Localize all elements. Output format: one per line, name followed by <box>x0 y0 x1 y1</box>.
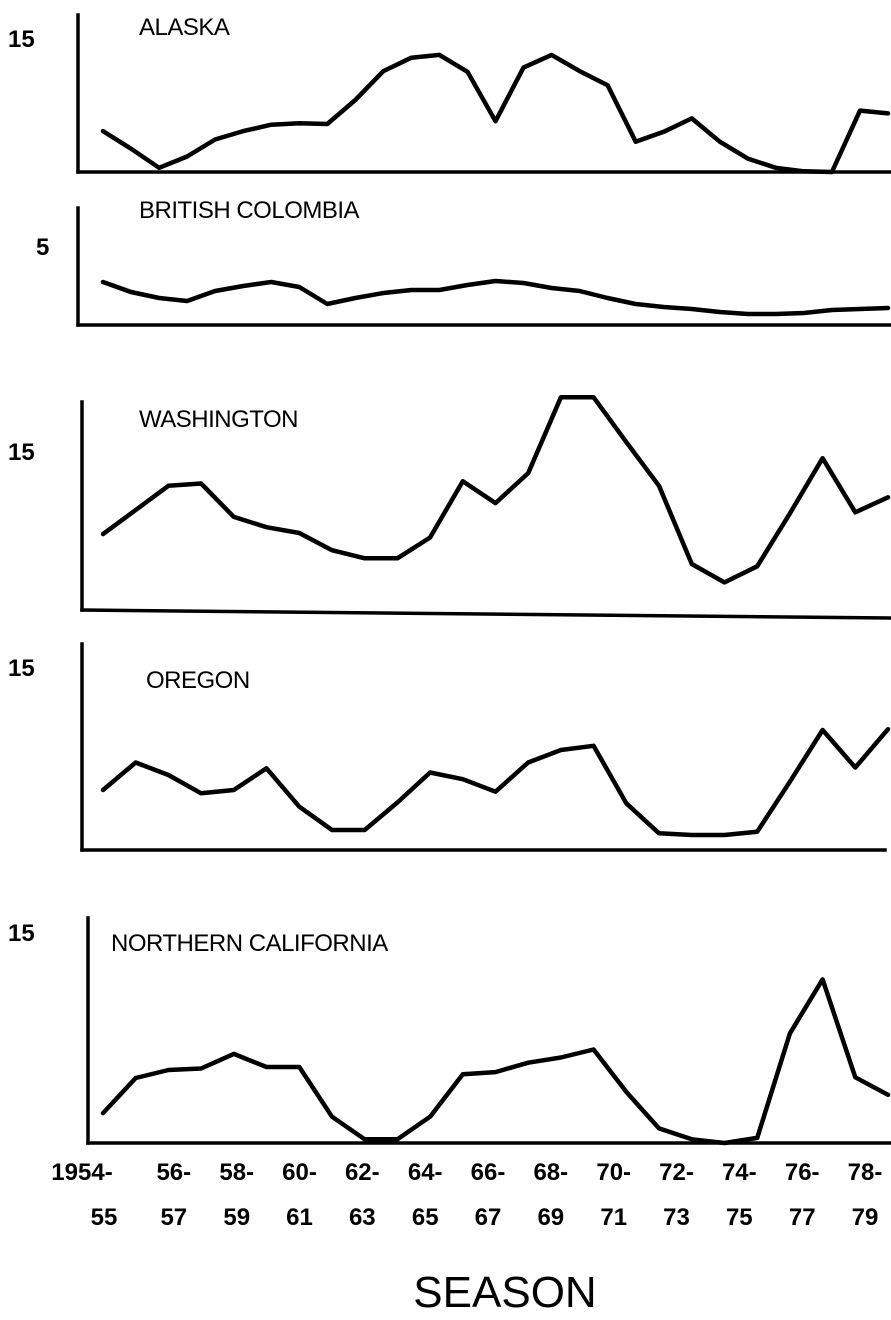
x-tick-label-bottom: 69 <box>537 1204 564 1231</box>
x-tick-label-bottom: 79 <box>852 1204 879 1231</box>
x-tick-label-bottom: 55 <box>91 1204 118 1231</box>
x-axis-title: SEASON <box>413 1268 596 1317</box>
x-tick-label-top: 64- <box>408 1159 443 1186</box>
x-tick-label-bottom: 65 <box>412 1204 439 1231</box>
x-tick-label-top: 72- <box>659 1159 694 1186</box>
x-tick-label-top: 56- <box>156 1159 191 1186</box>
y-tick-label: 15 <box>8 26 35 53</box>
y-tick-label: 15 <box>8 920 35 947</box>
x-tick-label-top: 76- <box>785 1159 820 1186</box>
x-tick-label-top: 70- <box>596 1159 631 1186</box>
x-tick-label-top: 1954- <box>51 1159 112 1186</box>
x-tick-label-top: 58- <box>219 1159 254 1186</box>
panel-alaska: ALASKA 15 <box>8 13 891 175</box>
x-tick-label-bottom: 71 <box>600 1204 627 1231</box>
y-tick-label: 5 <box>36 234 49 261</box>
panel-title: ALASKA <box>139 14 230 41</box>
x-tick-label-top: 74- <box>722 1159 757 1186</box>
series-line-northern-california <box>100 977 891 1146</box>
series-line-washington <box>100 395 891 585</box>
series-line-alaska <box>100 52 891 175</box>
series-line-oregon <box>100 726 891 838</box>
x-tick-label-bottom: 61 <box>286 1204 313 1231</box>
x-tick-labels: 1954- 55 56- 57 58- 59 60- 61 62- 63 64- 65 66- 67 68-… <box>51 1159 882 1231</box>
panel-oregon: OREGON 15 <box>8 642 891 852</box>
panel-british-colombia: BRITISH COLOMBIA 5 <box>36 197 891 327</box>
panel-title: OREGON <box>146 667 250 694</box>
x-tick-label-bottom: 73 <box>663 1204 690 1231</box>
panel-title: WASHINGTON <box>139 406 298 433</box>
x-tick-label-top: 66- <box>471 1159 506 1186</box>
y-tick-label: 15 <box>8 655 35 682</box>
x-tick-label-bottom: 67 <box>475 1204 502 1231</box>
x-tick-label-top: 60- <box>282 1159 317 1186</box>
x-tick-label-top: 68- <box>533 1159 568 1186</box>
x-tick-label-top: 62- <box>345 1159 380 1186</box>
series-line-british-colombia <box>100 278 891 317</box>
y-tick-label: 15 <box>8 439 35 466</box>
x-tick-label-bottom: 75 <box>726 1204 753 1231</box>
x-axis-line <box>80 608 891 620</box>
x-tick-label-bottom: 59 <box>223 1204 250 1231</box>
panel-title: NORTHERN CALIFORNIA <box>111 930 388 957</box>
panel-washington: WASHINGTON 15 <box>8 395 891 620</box>
x-tick-label-bottom: 57 <box>160 1204 187 1231</box>
x-tick-label-bottom: 77 <box>789 1204 816 1231</box>
x-tick-label-top: 78- <box>848 1159 883 1186</box>
x-tick-label-bottom: 63 <box>349 1204 376 1231</box>
panel-title: BRITISH COLOMBIA <box>139 197 360 224</box>
panel-northern-california: NORTHERN CALIFORNIA 15 <box>8 916 891 1146</box>
